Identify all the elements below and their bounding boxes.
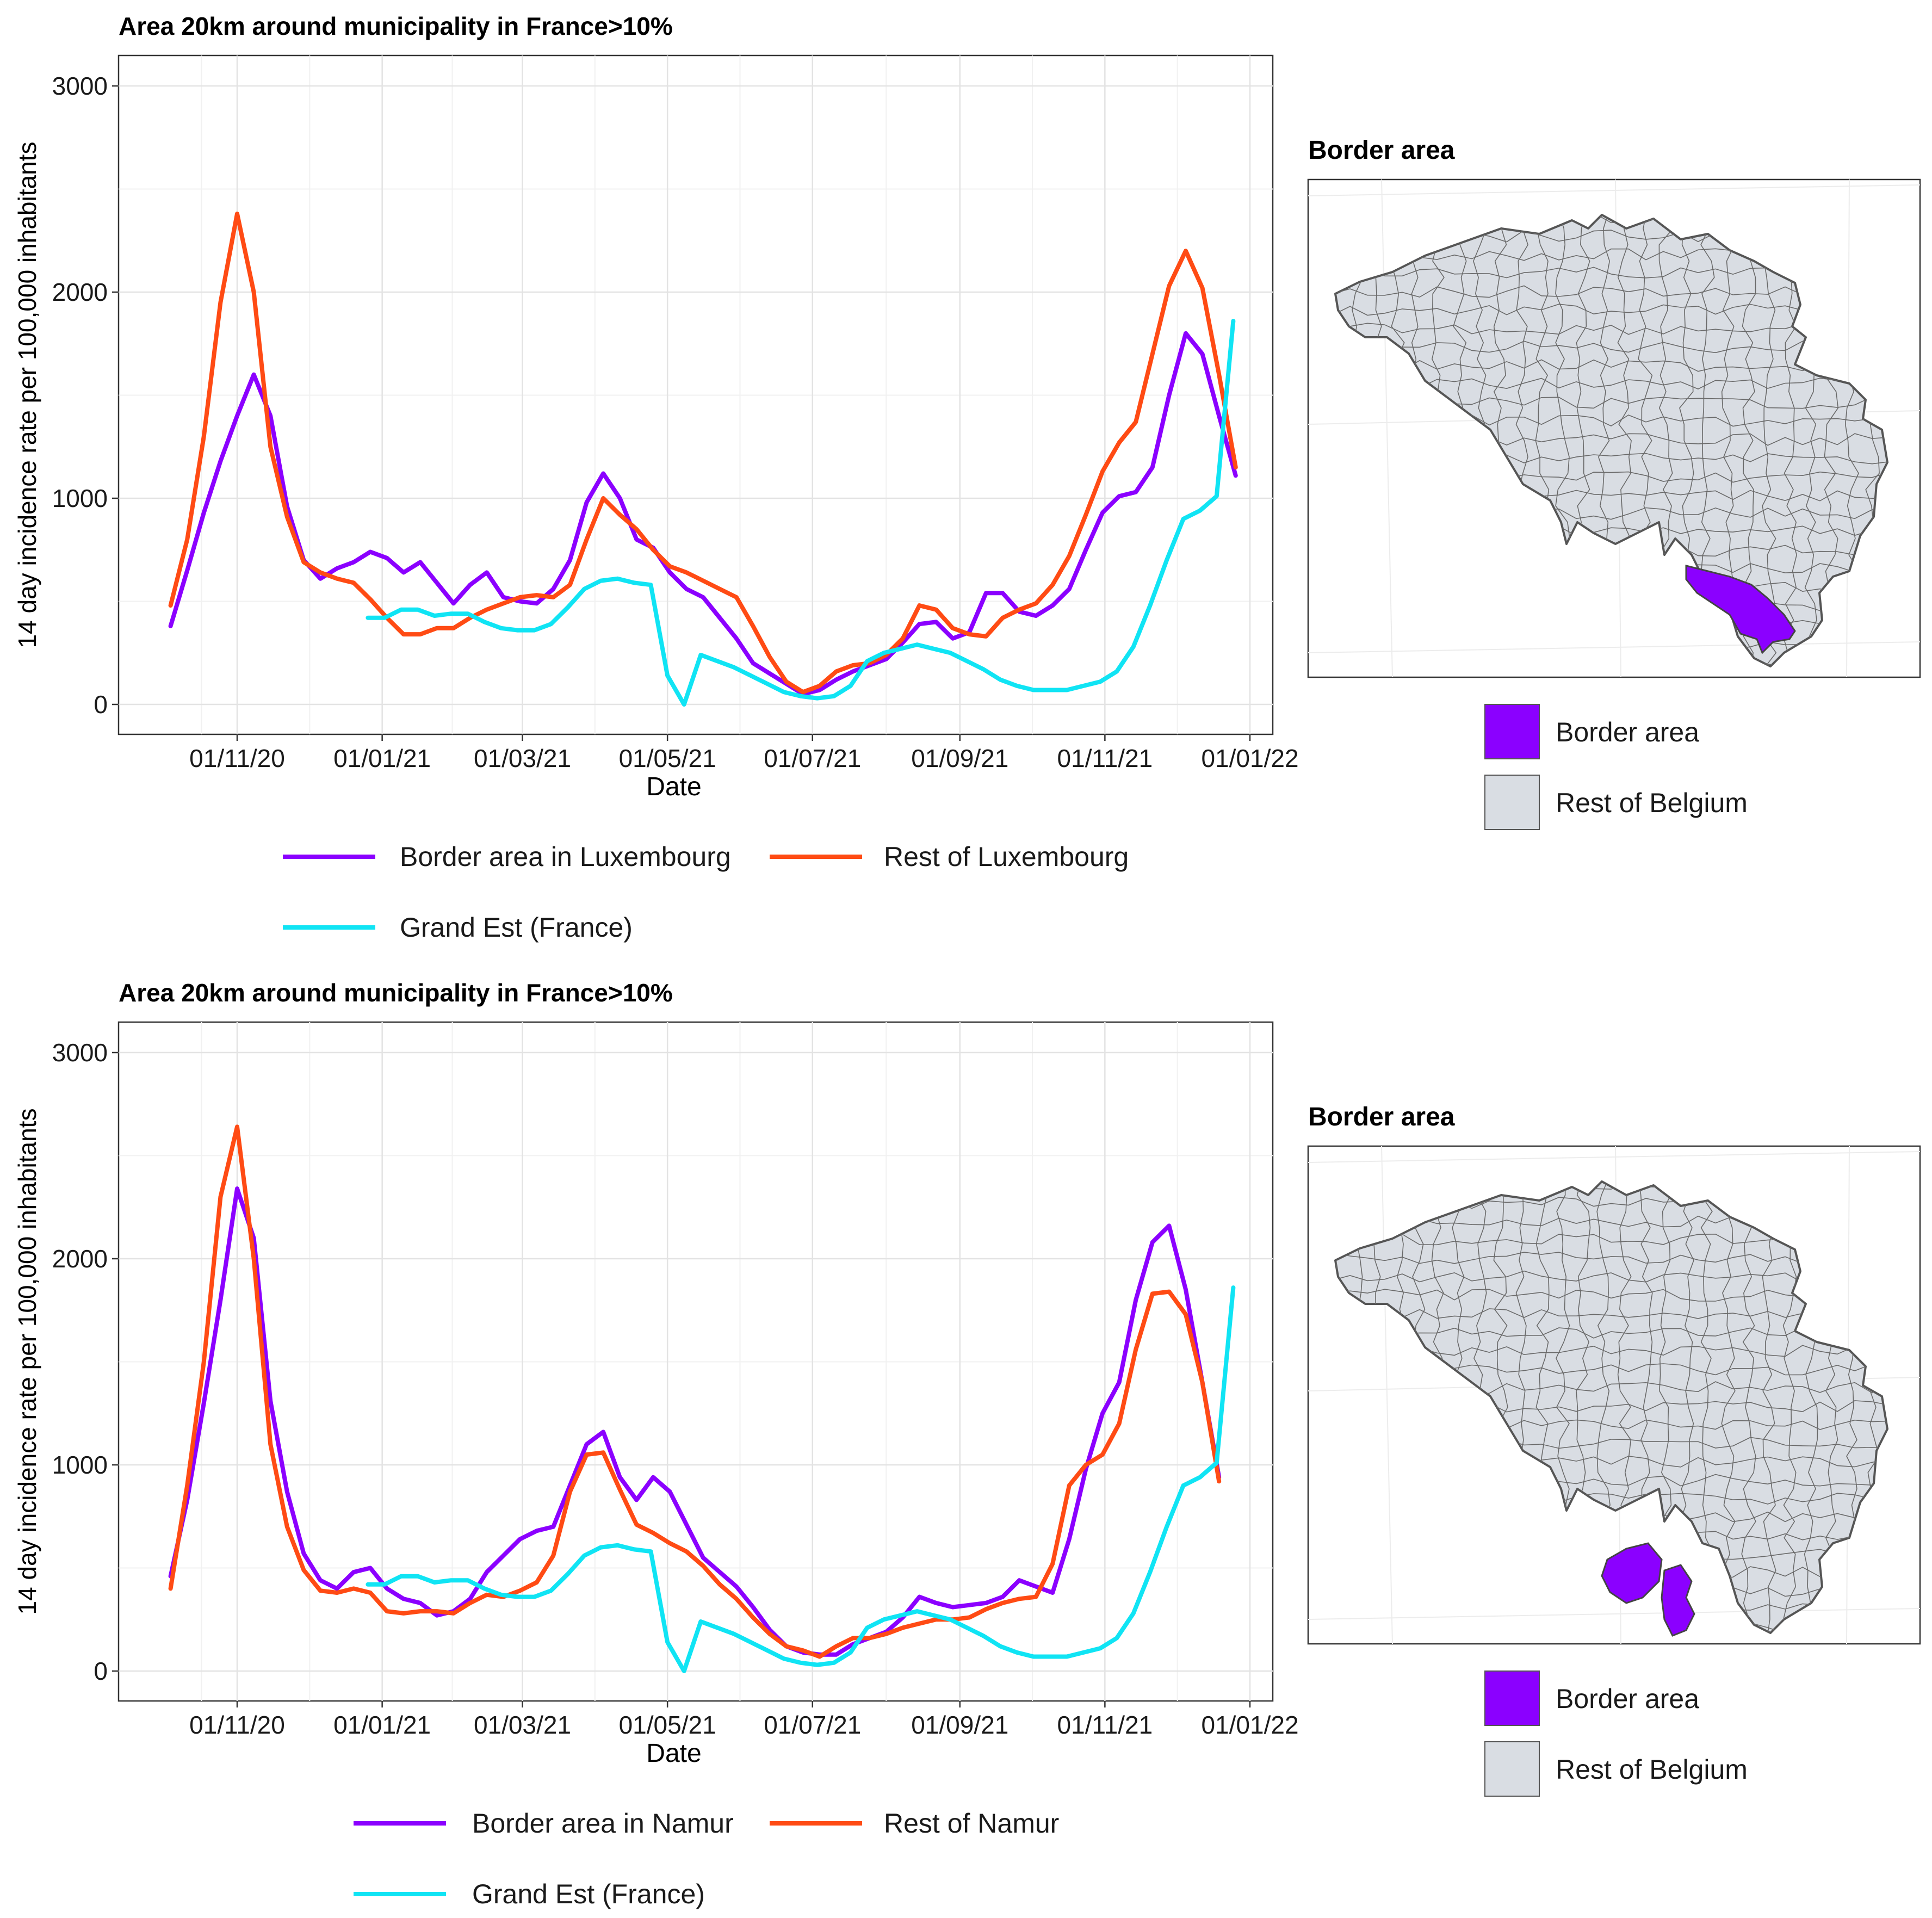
legend-label: Border area (1556, 1684, 1699, 1714)
graticule-line (1308, 1608, 1921, 1620)
x-tick-label: 01/05/21 (619, 1711, 716, 1739)
x-tick-label: 01/01/22 (1201, 1711, 1298, 1739)
legend-item: Rest of Luxembourg (770, 842, 1129, 872)
series-line-1 (168, 1186, 1222, 1657)
border-area-region (1685, 565, 1796, 654)
series-line-2 (168, 212, 1238, 695)
map-legend: Border area Rest of Belgium (1484, 1670, 1748, 1797)
legend-item: Rest of Namur (770, 1808, 1059, 1839)
chart-panel-2: Area 20km around municipality in France>… (13, 979, 1299, 1909)
legend-item: Grand Est (France) (354, 1879, 705, 1909)
chart-title: Area 20km around municipality in France>… (119, 12, 673, 40)
x-tick-label: 01/01/22 (1201, 744, 1298, 772)
map-2: Border area Border area Rest of Belgium (1307, 1103, 1921, 1797)
legend-key-rest-of-belgium (1484, 1741, 1540, 1797)
y-axis-label: 14 day incidence rate per 100,000 inhabi… (13, 1109, 41, 1615)
legend-label: Border area in Luxembourg (400, 842, 731, 872)
x-axis-label: Date (646, 1739, 701, 1768)
map-title: Border area (1308, 1103, 1455, 1131)
x-tick-label: 01/03/21 (474, 1711, 571, 1739)
legend-key-rest-of-belgium (1484, 775, 1540, 830)
border-area-region (1601, 1542, 1663, 1604)
legend-label: Border area (1556, 717, 1699, 747)
y-tick-label: 1000 (52, 484, 108, 512)
x-axis-label: Date (646, 772, 701, 801)
legend-item: Border area in Luxembourg (283, 842, 731, 872)
legend-label: Grand Est (France) (400, 912, 633, 943)
legend-label: Border area in Namur (472, 1808, 734, 1839)
y-tick-label: 0 (94, 690, 108, 719)
legend-label: Rest of Belgium (1556, 788, 1748, 818)
x-tick-label: 01/09/21 (911, 1711, 1008, 1739)
chart-legend: Border area in Luxembourg Rest of Luxembo… (283, 842, 1129, 943)
legend-label: Rest of Belgium (1556, 1754, 1748, 1785)
series-line-3 (366, 319, 1236, 707)
x-tick-label: 01/03/21 (474, 744, 571, 772)
legend-label: Rest of Luxembourg (884, 842, 1129, 872)
series-line-3 (366, 1285, 1236, 1673)
legend-item: Grand Est (France) (283, 912, 633, 943)
legend-label: Rest of Namur (884, 1808, 1059, 1839)
y-tick-label: 3000 (52, 1038, 108, 1067)
x-tick-label: 01/05/21 (619, 744, 716, 772)
x-tick-label: 01/09/21 (911, 744, 1008, 772)
chart-title: Area 20km around municipality in France>… (119, 979, 673, 1007)
y-tick-label: 2000 (52, 1245, 108, 1273)
graticule-line (1308, 184, 1921, 196)
series-line-2 (168, 1124, 1222, 1659)
x-tick-label: 01/07/21 (764, 1711, 861, 1739)
graticule-line (1308, 641, 1921, 653)
map-legend: Border area Rest of Belgium (1484, 704, 1748, 830)
map-1: Border area Border area Rest of Belgium (1307, 136, 1921, 830)
series-line-1 (168, 331, 1238, 696)
legend-item: Border area in Namur (354, 1808, 734, 1839)
graticule-line (1308, 1151, 1921, 1163)
legend-key-border-area (1484, 1670, 1540, 1726)
x-tick-label: 01/11/21 (1057, 744, 1153, 772)
graticule-line (1381, 1146, 1393, 1644)
chart-panel-1: Area 20km around municipality in France>… (13, 12, 1299, 943)
legend-key-border-area (1484, 704, 1540, 759)
y-tick-label: 0 (94, 1657, 108, 1685)
y-tick-label: 1000 (52, 1451, 108, 1479)
x-tick-label: 01/01/21 (333, 744, 431, 772)
border-area-region (1661, 1564, 1695, 1637)
y-axis-label: 14 day incidence rate per 100,000 inhabi… (13, 142, 41, 648)
x-tick-label: 01/11/21 (1057, 1711, 1153, 1739)
y-tick-label: 3000 (52, 72, 108, 100)
x-tick-label: 01/11/20 (189, 744, 285, 772)
x-tick-label: 01/11/20 (189, 1711, 285, 1739)
x-tick-label: 01/01/21 (333, 1711, 431, 1739)
x-tick-label: 01/07/21 (764, 744, 861, 772)
map-title: Border area (1308, 136, 1455, 165)
y-tick-label: 2000 (52, 278, 108, 306)
legend-label: Grand Est (France) (472, 1879, 705, 1909)
chart-legend: Border area in Namur Rest of Namur Grand E… (354, 1808, 1059, 1909)
graticule-line (1381, 179, 1393, 678)
